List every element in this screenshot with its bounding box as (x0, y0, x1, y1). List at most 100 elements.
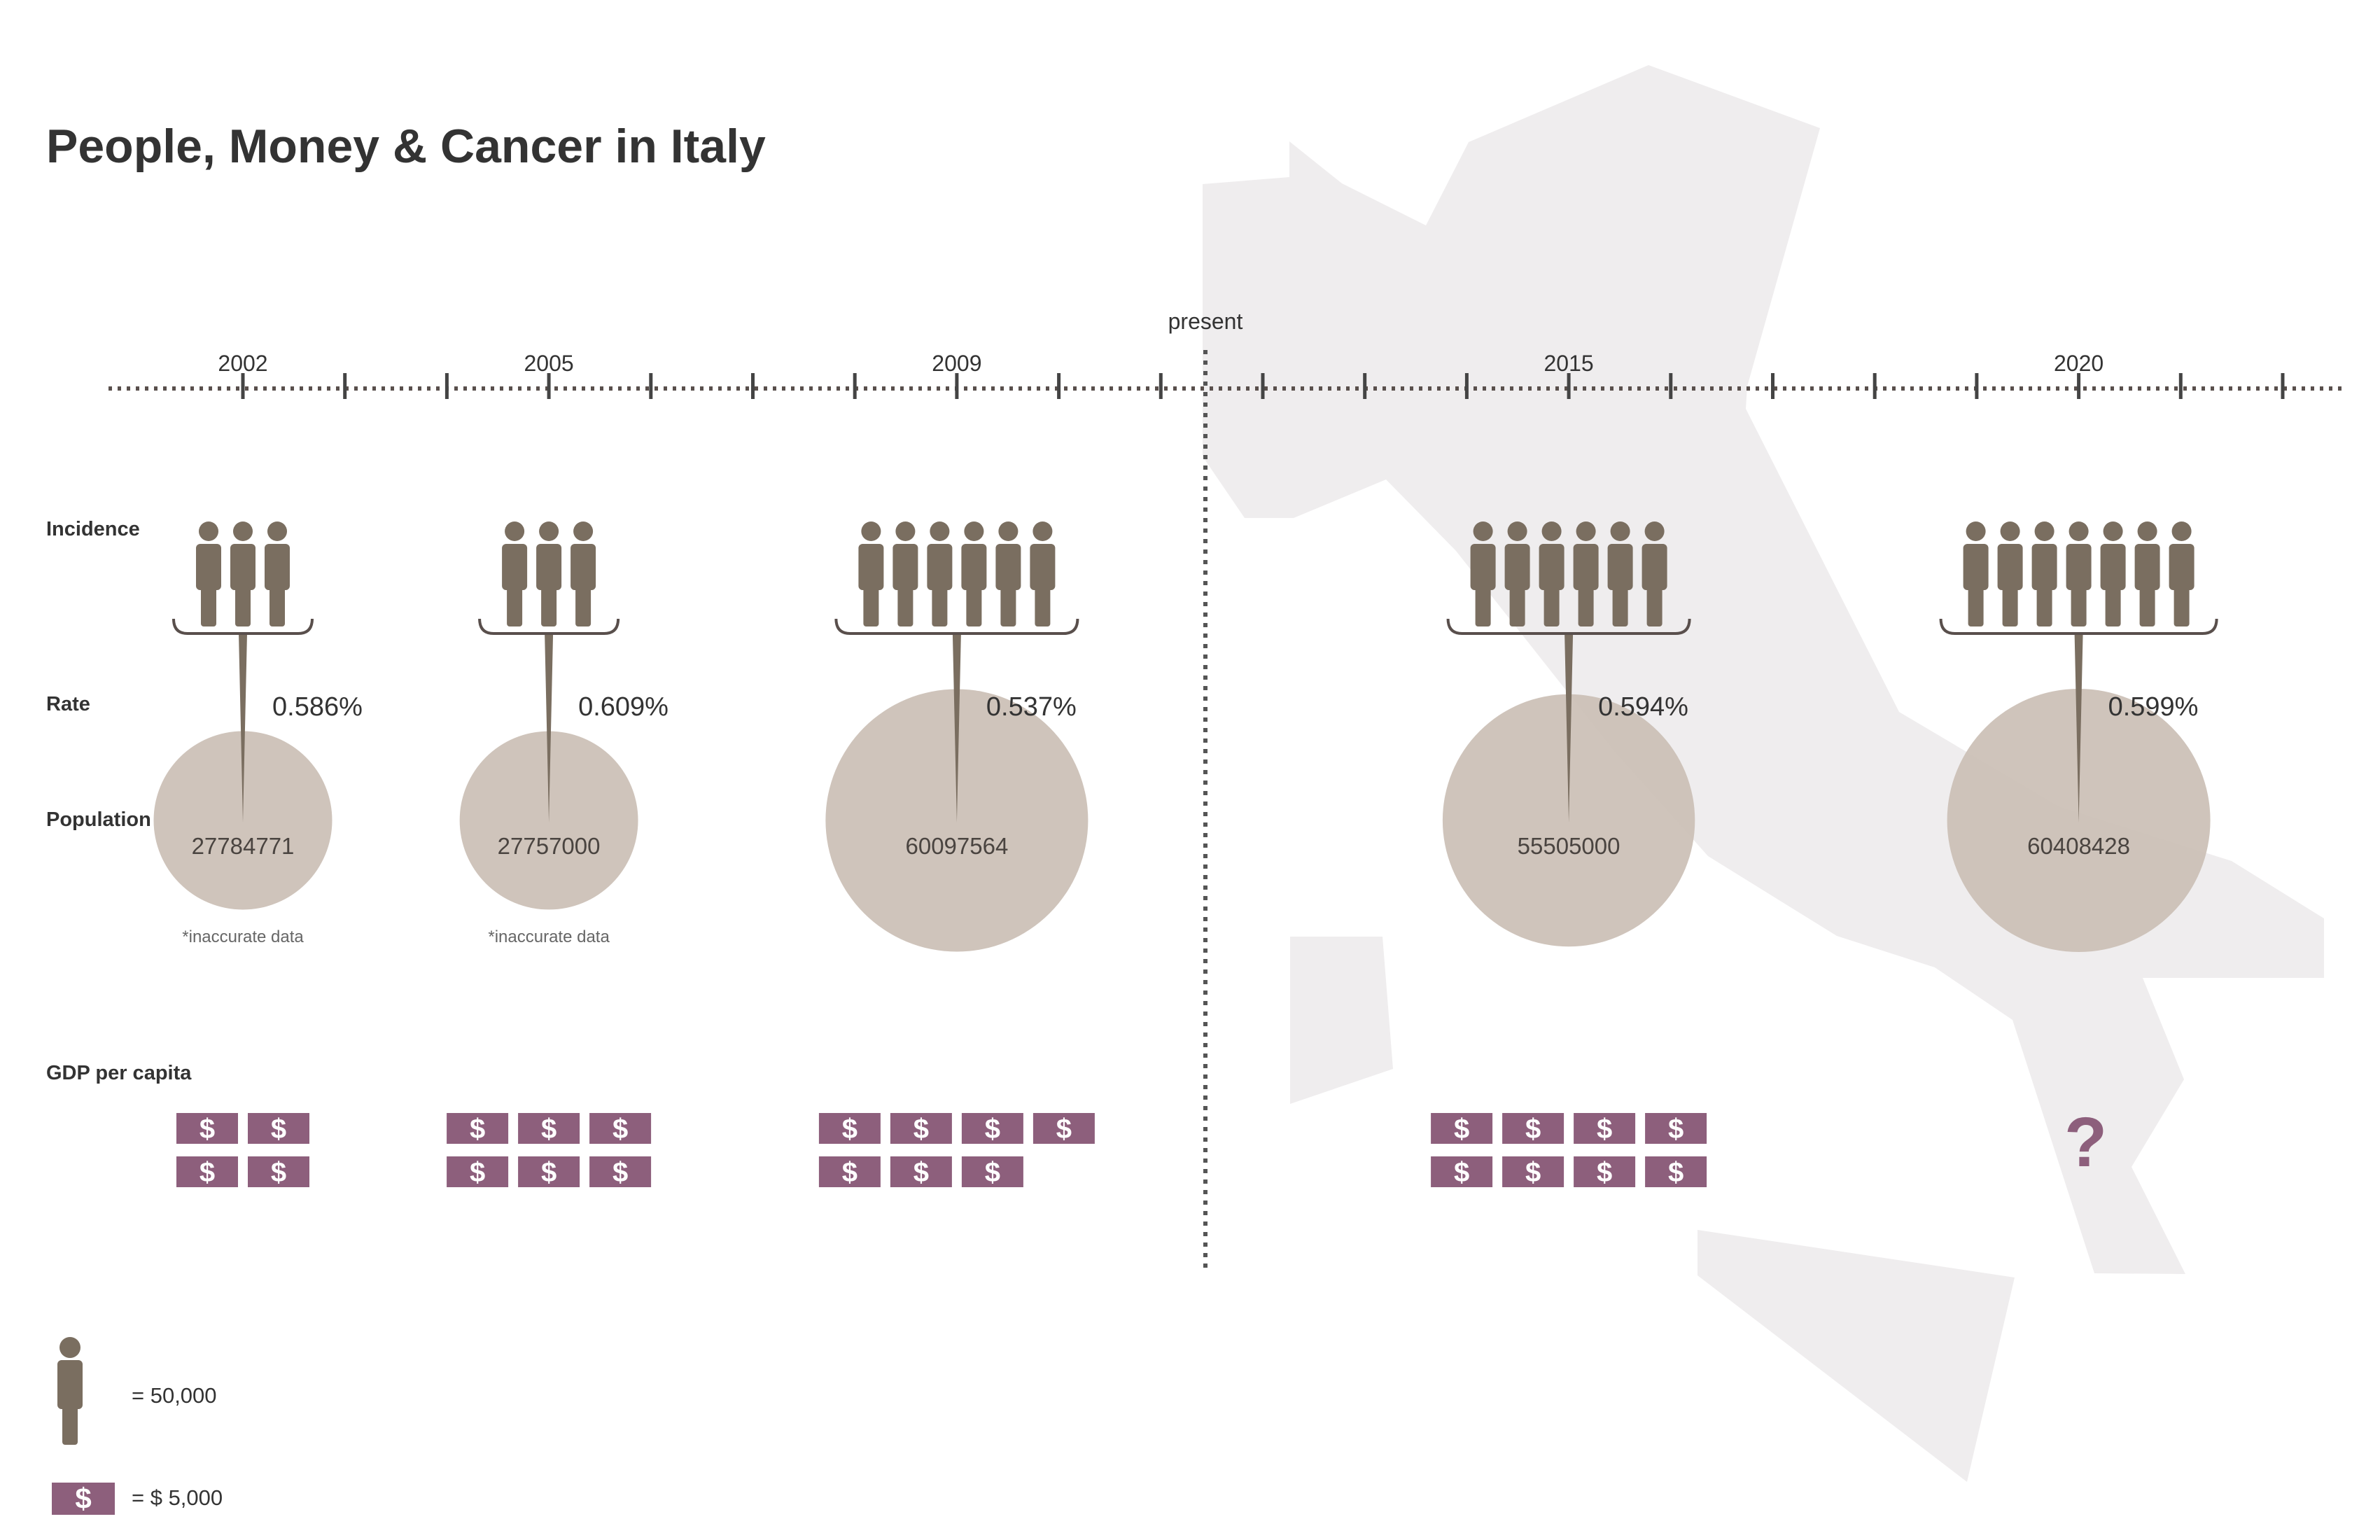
svg-text:$: $ (1525, 1114, 1541, 1144)
svg-text:$: $ (271, 1157, 286, 1188)
svg-text:$: $ (1597, 1114, 1612, 1144)
svg-text:$: $ (470, 1157, 485, 1188)
gdp-money-icons: $ $ $ $ $ $ (447, 1113, 652, 1188)
rate-label: 0.537% (986, 692, 1077, 722)
svg-text:$: $ (541, 1114, 556, 1144)
money-icon: $ (1502, 1156, 1564, 1188)
money-icon: $ (1645, 1156, 1707, 1188)
population-label: 27784771 (192, 833, 295, 859)
incidence-bracket (172, 618, 314, 635)
sardinia (1290, 937, 1393, 1104)
legend-person-icon (57, 1337, 83, 1445)
svg-text:$: $ (75, 1483, 91, 1515)
legend-money-icon: $ (52, 1483, 115, 1515)
svg-text:$: $ (612, 1114, 628, 1144)
money-icon: $ (589, 1156, 652, 1188)
svg-text:$: $ (842, 1157, 858, 1188)
svg-text:$: $ (271, 1114, 286, 1144)
inaccurate-note: *inaccurate data (182, 927, 304, 946)
money-icon: $ (248, 1113, 309, 1144)
rate-label: 0.586% (272, 692, 363, 722)
money-icon: $ (1431, 1113, 1493, 1144)
svg-text:$: $ (1525, 1157, 1541, 1188)
svg-text:$: $ (1668, 1157, 1684, 1188)
money-icon: $ (589, 1113, 652, 1144)
rate-needle (952, 634, 961, 822)
rate-label: 0.599% (2108, 692, 2199, 722)
present-label: present (1168, 309, 1243, 334)
row-label-population: Population (46, 808, 151, 831)
money-icon: $ (961, 1156, 1023, 1188)
money-icon: $ (447, 1113, 509, 1144)
svg-text:$: $ (541, 1157, 556, 1188)
year-label: 2020 (2054, 351, 2104, 376)
svg-text:$: $ (1454, 1157, 1469, 1188)
gdp-money-icons: $ $ $ $ $ $ $ (818, 1113, 1095, 1188)
money-icon: $ (518, 1156, 580, 1188)
svg-text:$: $ (470, 1114, 485, 1144)
population-label: 60408428 (2027, 833, 2130, 859)
money-icon: $ (1574, 1156, 1636, 1188)
page-title: People, Money & Cancer in Italy (46, 120, 766, 173)
year-column-2020: 2020 60408428 0.599%? (1939, 351, 2218, 1182)
incidence-people (858, 522, 1056, 626)
svg-text:$: $ (200, 1114, 215, 1144)
population-label: 60097564 (905, 833, 1008, 859)
rate-needle (2074, 634, 2083, 822)
incidence-bracket (1939, 618, 2218, 635)
svg-text:$: $ (1056, 1114, 1072, 1144)
incidence-people (1470, 522, 1667, 626)
gdp-unknown-mark: ? (2064, 1103, 2107, 1182)
money-icon: $ (447, 1156, 509, 1188)
money-icon: $ (1032, 1113, 1095, 1144)
money-icon: $ (1431, 1156, 1493, 1188)
money-icon: $ (176, 1113, 238, 1144)
row-label-incidence: Incidence (46, 518, 140, 540)
svg-text:$: $ (1454, 1114, 1469, 1144)
money-icon: $ (818, 1156, 881, 1188)
svg-text:$: $ (612, 1157, 628, 1188)
money-icon: $ (1574, 1113, 1636, 1144)
sicily (1698, 1230, 2015, 1482)
year-column-2009: 2009 60097564 0.537% $ $ $ $ $ $ $ (818, 351, 1095, 1188)
svg-text:$: $ (1597, 1157, 1612, 1188)
rate-needle (239, 634, 247, 822)
incidence-people (502, 522, 596, 626)
money-icon: $ (518, 1113, 580, 1144)
legend-person-value: = 50,000 (132, 1383, 217, 1408)
money-icon: $ (818, 1113, 881, 1144)
year-label: 2005 (524, 351, 574, 376)
rate-label: 0.609% (578, 692, 668, 722)
money-icon: $ (176, 1156, 238, 1188)
population-label: 27757000 (498, 833, 601, 859)
svg-text:$: $ (913, 1157, 929, 1188)
year-label: 2015 (1544, 351, 1594, 376)
money-icon: $ (890, 1113, 952, 1144)
money-icon: $ (248, 1156, 309, 1188)
svg-text:$: $ (842, 1114, 858, 1144)
svg-text:$: $ (913, 1114, 929, 1144)
gdp-money-icons: $ $ $ $ $ $ $ $ (1431, 1113, 1707, 1188)
incidence-bracket (478, 618, 620, 635)
row-label-rate: Rate (46, 693, 90, 715)
money-icon: $ (1502, 1113, 1564, 1144)
year-label: 2009 (932, 351, 981, 376)
svg-text:$: $ (985, 1157, 1000, 1188)
money-icon: $ (890, 1156, 952, 1188)
italy-mainland (1203, 65, 2324, 1274)
population-label: 55505000 (1518, 833, 1620, 859)
year-column-2015: 2015 55505000 0.594% $ $ $ $ $ $ $ $ (1431, 351, 1707, 1188)
svg-text:$: $ (985, 1114, 1000, 1144)
rate-needle (545, 634, 554, 822)
gdp-money-icons: $ $ $ $ (176, 1113, 309, 1188)
inaccurate-note: *inaccurate data (488, 927, 610, 946)
year-column-2002: 2002 27784771 0.586% *inaccurate data $ $ $ $ (153, 351, 363, 1188)
incidence-people (196, 522, 290, 626)
svg-text:$: $ (1668, 1114, 1684, 1144)
row-label-gdp: GDP per capita (46, 1062, 192, 1084)
money-icon: $ (1645, 1113, 1707, 1144)
money-icon: $ (961, 1113, 1023, 1144)
